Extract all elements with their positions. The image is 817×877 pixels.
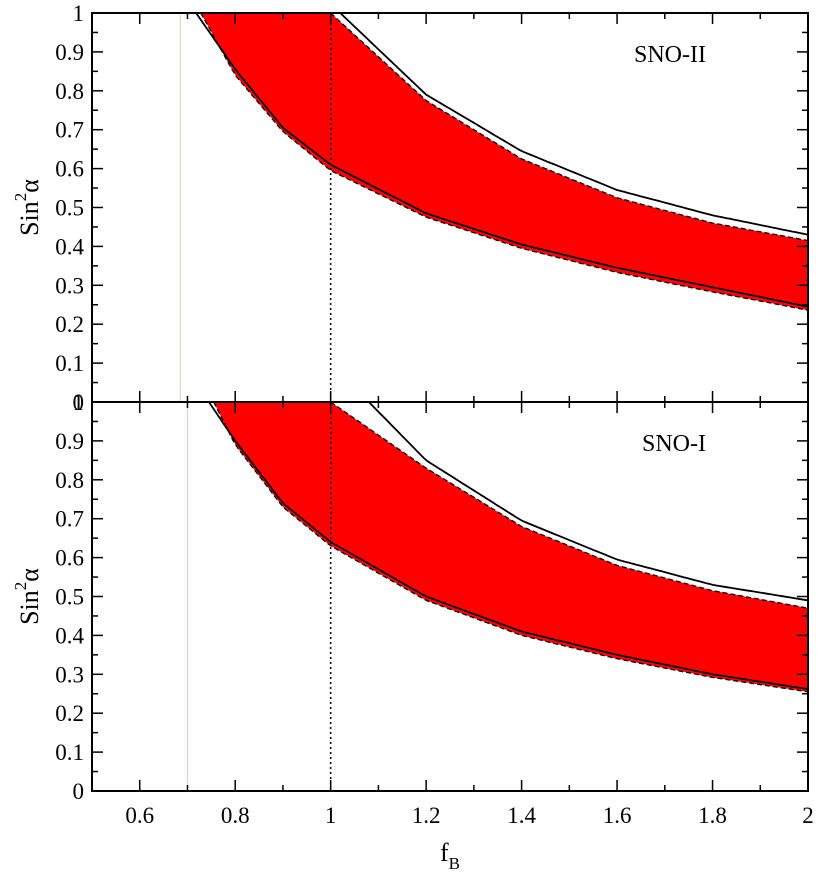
- panel-2-y-tick-label: 0.1: [55, 740, 84, 765]
- panel-1-y-axis-title-text: Sin: [15, 201, 44, 236]
- panel-2-y-tick-label: 0.7: [55, 507, 84, 532]
- panel-2-y-axis-title-greek: α: [15, 568, 44, 582]
- panel-1-band-upper-edge: [330, 12, 809, 242]
- panel-2-x-tick-label: 1: [325, 803, 337, 828]
- panel-2-y-tick-label: 0.8: [55, 468, 84, 493]
- panel-2-x-tick-label: 0.6: [125, 803, 154, 828]
- panel-2-x-tick-label: 2: [802, 803, 814, 828]
- panel-2-y-tick-label: 0.6: [55, 546, 84, 571]
- panel-1-y-axis-title-greek: α: [15, 179, 44, 193]
- panel-1-y-tick-label: 0.9: [55, 40, 84, 65]
- panel-2-y-tick-label: 0.5: [55, 585, 84, 610]
- panel-2-y-tick-label: 0.3: [55, 662, 84, 687]
- panel-2-x-axis-title: fB: [440, 838, 460, 872]
- panel-1-y-tick-label: 0.8: [55, 79, 84, 104]
- panel-2-x-axis-title-text: f: [440, 838, 449, 867]
- panel-1-allowed-band: [200, 13, 809, 311]
- panel-2-x-tick-label: 1.6: [603, 803, 632, 828]
- panel-2-solid-curve-2: [368, 401, 809, 602]
- panel-1-y-tick-label: 0.4: [55, 234, 84, 259]
- panel-2-x-tick-label: 1.4: [507, 803, 536, 828]
- panel-2-y-axis-title-sup: 2: [11, 582, 30, 591]
- panel-2-solid-curve-1: [208, 401, 809, 690]
- panel-2-allowed-band: [213, 402, 808, 692]
- panel-1-panel-label: SNO-II: [634, 42, 706, 68]
- panel-2-x-tick-label: 1.2: [412, 803, 441, 828]
- panel-2-x-axis-title-sub: B: [449, 854, 460, 872]
- panel-2-x-tick-label: 1.8: [698, 803, 727, 828]
- panel-2-y-tick-label: 0.9: [55, 429, 84, 454]
- panel-2-band-lower-edge: [213, 401, 809, 693]
- panel-2-panel-label: SNO-I: [642, 431, 706, 457]
- panel-1-y-tick-label: 0.5: [55, 196, 84, 221]
- panel-1-y-tick-label: 1: [73, 1, 85, 26]
- panel-1-y-tick-label: 0.3: [55, 273, 84, 298]
- panel-2-y-tick-label: 0.4: [55, 623, 84, 648]
- panel-2-y-axis-title: Sin2α: [11, 568, 44, 625]
- panel-1-y-tick-label: 0.6: [55, 157, 84, 182]
- panel-2-y-tick-label: 0.2: [55, 701, 84, 726]
- panel-1-y-tick-label: 0.1: [55, 351, 84, 376]
- panel-1-solid-curve-2: [339, 12, 809, 236]
- panel-2-x-tick-label: 0.8: [221, 803, 250, 828]
- panel-2-y-axis-title-text: Sin: [15, 590, 44, 625]
- panel-1-y-tick-label: 0.7: [55, 118, 84, 143]
- panel-2-y-tick-label: 1: [73, 390, 85, 415]
- panel-1-solid-curve-1: [195, 12, 809, 308]
- panel-1-band-lower-edge: [200, 12, 809, 311]
- panel-2-band-upper-edge: [330, 401, 809, 609]
- panel-1-y-axis-title: Sin2α: [11, 179, 44, 236]
- panel-1-y-tick-label: 0: [73, 390, 85, 415]
- panel-1-y-tick-label: 0.2: [55, 312, 84, 337]
- panel-2-y-tick-label: 0: [73, 779, 85, 804]
- panel-1-y-axis-title-sup: 2: [11, 193, 30, 202]
